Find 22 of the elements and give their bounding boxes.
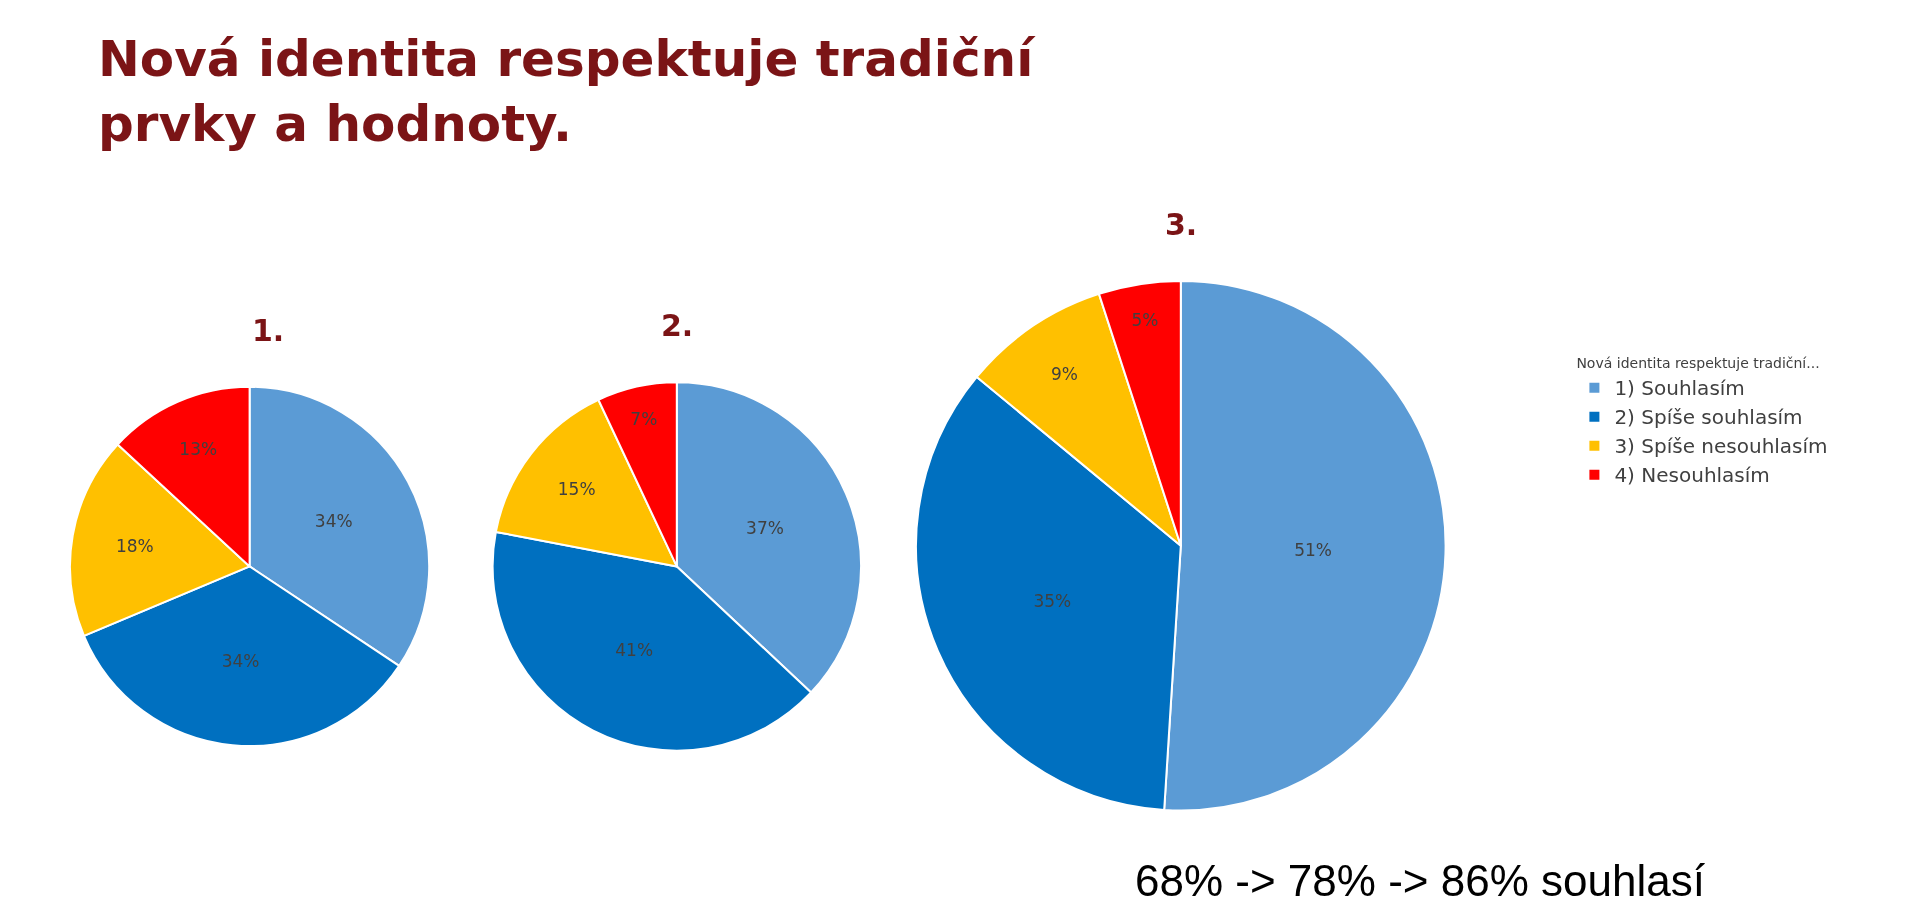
data-label: 9% [1050,364,1078,385]
legend-label: 2) Spíše souhlasím [1614,405,1803,430]
chart-title: 3. [1165,207,1198,242]
legend-title: Nová identita respektuje tradiční... [1576,355,1820,372]
data-label: 37% [746,518,784,539]
legend-label: 1) Souhlasím [1614,376,1745,401]
chart-title: Nová identita respektuje tradiční prvky a hodnoty. [98,30,1037,153]
data-label: 35% [1033,591,1072,612]
data-label: 18% [115,536,154,557]
data-label: 51% [1294,539,1333,560]
data-label: 13% [179,438,218,459]
data-label: 34% [314,511,353,532]
data-label: 7% [630,408,658,429]
data-label: 41% [615,640,654,661]
data-label: 15% [557,478,596,499]
text: 68% -> 78% -> 86% souhlasí [1135,856,1706,905]
data-label: 34% [221,651,260,672]
chart-title: 2. [661,308,694,343]
legend-label: 4) Nesouhlasím [1614,463,1770,488]
legend-label: 3) Spíše nesouhlasím [1614,434,1828,459]
chart-subtitle: 1. [252,313,285,348]
data-label: 5% [1131,309,1159,330]
